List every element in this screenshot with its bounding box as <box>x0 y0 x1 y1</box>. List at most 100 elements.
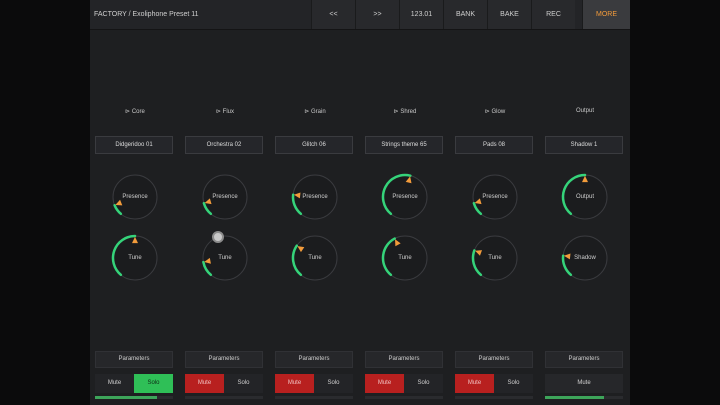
mute-button[interactable]: Mute <box>275 374 314 393</box>
knob-label: Presence <box>302 194 328 200</box>
tune-knob[interactable]: Tune <box>381 234 429 282</box>
parameters-button[interactable]: Parameters <box>365 351 443 368</box>
top-bar: FACTORY / Exoliphone Preset 11 << >> 123… <box>90 0 630 30</box>
knob-pointer-icon <box>204 257 211 264</box>
knob-label: Tune <box>308 255 322 261</box>
tune-knob[interactable]: Tune <box>471 234 519 282</box>
bank-button[interactable]: BANK <box>443 0 487 29</box>
tempo-button[interactable]: 123.01 <box>399 0 443 29</box>
knob-pointer-icon <box>582 175 588 183</box>
knob-label: Presence <box>392 194 418 200</box>
presence-knob[interactable]: Presence <box>111 173 159 221</box>
knob-dial-icon <box>561 235 608 281</box>
knob-dial-icon <box>381 235 428 281</box>
solo-button[interactable]: Solo <box>134 374 173 393</box>
parameters-button[interactable]: Parameters <box>455 351 533 368</box>
next-preset-button[interactable]: >> <box>355 0 399 29</box>
knob-dial-icon <box>381 173 428 220</box>
channel-label[interactable]: Output <box>575 108 594 114</box>
mute-button[interactable]: Mute <box>365 374 404 393</box>
solo-button[interactable]: Solo <box>494 374 533 393</box>
knob-label: Tune <box>128 255 142 261</box>
output-knob[interactable]: Output <box>561 173 609 221</box>
knob-label: Tune <box>218 255 232 261</box>
patch-selector[interactable]: Didgeridoo 01 <box>95 136 173 154</box>
parameters-button[interactable]: Parameters <box>275 351 353 368</box>
solo-button[interactable]: Solo <box>314 374 353 393</box>
knob-pointer-icon <box>563 253 571 260</box>
knob-label: Presence <box>122 194 148 200</box>
channel-label[interactable]: ⊳ Shred <box>393 109 417 115</box>
knob-label: Shadow <box>574 255 596 261</box>
presence-knob[interactable]: Presence <box>291 173 339 221</box>
knob-pointer-icon <box>395 239 401 247</box>
level-meter <box>455 396 533 399</box>
knob-value-arc <box>111 234 137 277</box>
knob-value-arc <box>291 244 303 277</box>
channel-strip-shred: ⊳ Shred Strings theme 65 Presence Tune Param… <box>360 29 450 405</box>
parameters-button[interactable]: Parameters <box>545 351 623 368</box>
knob-pointer-icon <box>475 250 483 256</box>
rec-button[interactable]: REC <box>531 0 575 29</box>
preset-title[interactable]: FACTORY / Exoliphone Preset 11 <box>94 11 199 18</box>
tune-knob[interactable]: Tune <box>111 234 159 282</box>
level-meter <box>95 396 173 399</box>
solo-button[interactable]: Solo <box>224 374 263 393</box>
knob-dial-icon <box>472 174 518 220</box>
knob-dial-icon <box>471 235 518 281</box>
channel-label[interactable]: ⊳ Core <box>125 109 145 115</box>
level-meter-fill <box>95 396 158 399</box>
knob-dial-icon <box>202 174 248 220</box>
patch-selector[interactable]: Strings theme 65 <box>365 136 443 154</box>
channel-strip-core: ⊳ Core Didgeridoo 01 Presence Tune Parameter… <box>90 29 180 405</box>
parameters-button[interactable]: Parameters <box>185 351 263 368</box>
knob-label: Output <box>575 194 594 200</box>
solo-button[interactable]: Solo <box>404 374 443 393</box>
knob-pointer-icon <box>405 176 412 184</box>
channel-strip-glow: ⊳ Glow Pads 08 Presence Tune Parameters Mute S… <box>450 29 540 405</box>
knob-dial-icon <box>291 235 338 281</box>
tune-knob[interactable]: Tune <box>201 234 249 282</box>
mute-button[interactable]: Mute <box>455 374 494 393</box>
channel-strip-flux: ⊳ Flux Orchestra 02 Presence Tune Parameters… <box>180 29 270 405</box>
patch-selector[interactable]: Glitch 06 <box>275 136 353 154</box>
previous-preset-button[interactable]: << <box>311 0 355 29</box>
knob-ring <box>112 174 158 220</box>
tune-knob[interactable]: Tune <box>291 234 339 282</box>
presence-knob[interactable]: Presence <box>381 173 429 221</box>
level-meter-fill <box>545 396 604 399</box>
presence-knob[interactable]: Presence <box>471 173 519 221</box>
knob-value-arc <box>202 260 213 277</box>
mute-button[interactable]: Mute <box>185 374 224 393</box>
level-meter <box>185 396 263 399</box>
knob-dial-icon <box>112 174 158 220</box>
mute-button[interactable]: Mute <box>545 374 623 393</box>
shadow-knob[interactable]: Shadow <box>561 234 609 282</box>
knob-dial-icon <box>291 174 338 220</box>
knob-value-arc <box>471 249 483 277</box>
mute-button[interactable]: Mute <box>95 374 134 393</box>
channel-label[interactable]: ⊳ Grain <box>304 109 326 115</box>
knob-label: Tune <box>488 255 502 261</box>
patch-selector[interactable]: Shadow 1 <box>545 136 623 154</box>
knob-pointer-icon <box>115 199 123 206</box>
knob-ring <box>202 235 248 281</box>
channel-strip-output: Output Shadow 1 Output Shadow Parameters Mute <box>540 29 630 405</box>
patch-selector[interactable]: Pads 08 <box>455 136 533 154</box>
knob-ring <box>202 174 248 220</box>
parameters-button[interactable]: Parameters <box>95 351 173 368</box>
app-window: FACTORY / Exoliphone Preset 11 << >> 123… <box>90 0 630 405</box>
bake-button[interactable]: BAKE <box>487 0 531 29</box>
knob-label: Tune <box>398 255 412 261</box>
knob-ring <box>472 174 518 220</box>
patch-selector[interactable]: Orchestra 02 <box>185 136 263 154</box>
knob-pointer-icon <box>132 236 138 244</box>
level-meter <box>545 396 623 399</box>
channel-label[interactable]: ⊳ Flux <box>215 109 235 115</box>
level-meter <box>275 396 353 399</box>
more-button[interactable]: MORE <box>582 0 630 29</box>
channel-label[interactable]: ⊳ Glow <box>484 109 506 115</box>
knob-pointer-icon <box>293 192 301 199</box>
knob-value-arc <box>472 201 483 216</box>
presence-knob[interactable]: Presence <box>201 173 249 221</box>
